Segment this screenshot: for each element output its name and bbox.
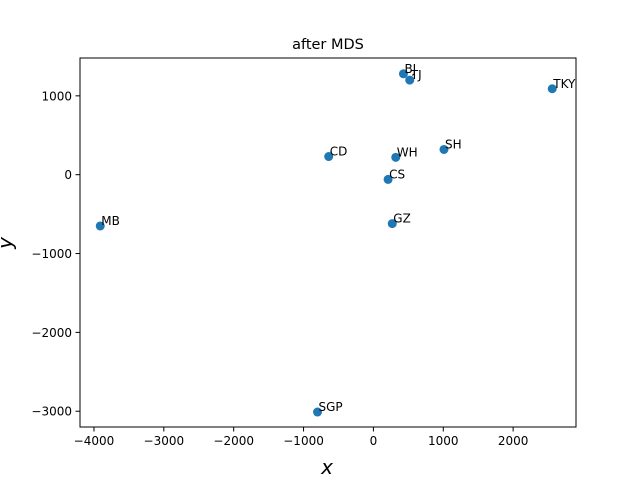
point-label-wh: WH (397, 145, 418, 159)
y-tick-label: 0 (64, 168, 72, 182)
point-label-mb: MB (101, 214, 120, 228)
y-axis: −3000 −2000 −1000 0 1000 (31, 89, 80, 419)
x-tick-label: 1000 (428, 434, 459, 448)
x-tick-label: 0 (370, 434, 378, 448)
point-label-cs: CS (389, 167, 405, 181)
y-tick-label: 1000 (41, 89, 72, 103)
x-tick-label: −2000 (213, 434, 254, 448)
x-tick-label: −3000 (144, 434, 185, 448)
data-point-mb (95, 221, 105, 231)
data-point-gz (387, 219, 397, 229)
x-tick-label: −4000 (74, 434, 115, 448)
point-label-sgp: SGP (319, 400, 343, 414)
data-point-tj (405, 75, 415, 85)
x-axis: −4000 −3000 −2000 −1000 0 1000 2000 (74, 427, 529, 448)
point-label-sh: SH (445, 137, 462, 151)
plot-area (80, 58, 576, 427)
plot-frame (79, 57, 577, 428)
data-point-wh (391, 152, 401, 162)
y-axis-label: y (0, 236, 17, 250)
x-tick-label: −1000 (283, 434, 324, 448)
data-point-sgp (313, 407, 323, 417)
y-tick-label: −3000 (31, 405, 72, 419)
point-label-bj: BJ (404, 62, 416, 76)
y-tick-label: −1000 (31, 247, 72, 261)
points-layer (95, 69, 557, 417)
data-point-bj (398, 69, 408, 79)
point-label-tj: TJ (410, 68, 422, 82)
x-axis-label: x (320, 455, 333, 479)
y-tick-label: −2000 (31, 326, 72, 340)
x-tick-label: 2000 (498, 434, 529, 448)
data-point-cd (324, 152, 334, 162)
point-label-gz: GZ (393, 212, 411, 226)
data-point-sh (439, 144, 449, 154)
point-label-cd: CD (330, 145, 348, 159)
data-point-cs (383, 174, 393, 184)
point-label-tky: TKY (552, 77, 576, 91)
data-point-tky (547, 84, 557, 94)
chart-title: after MDS (292, 37, 364, 53)
